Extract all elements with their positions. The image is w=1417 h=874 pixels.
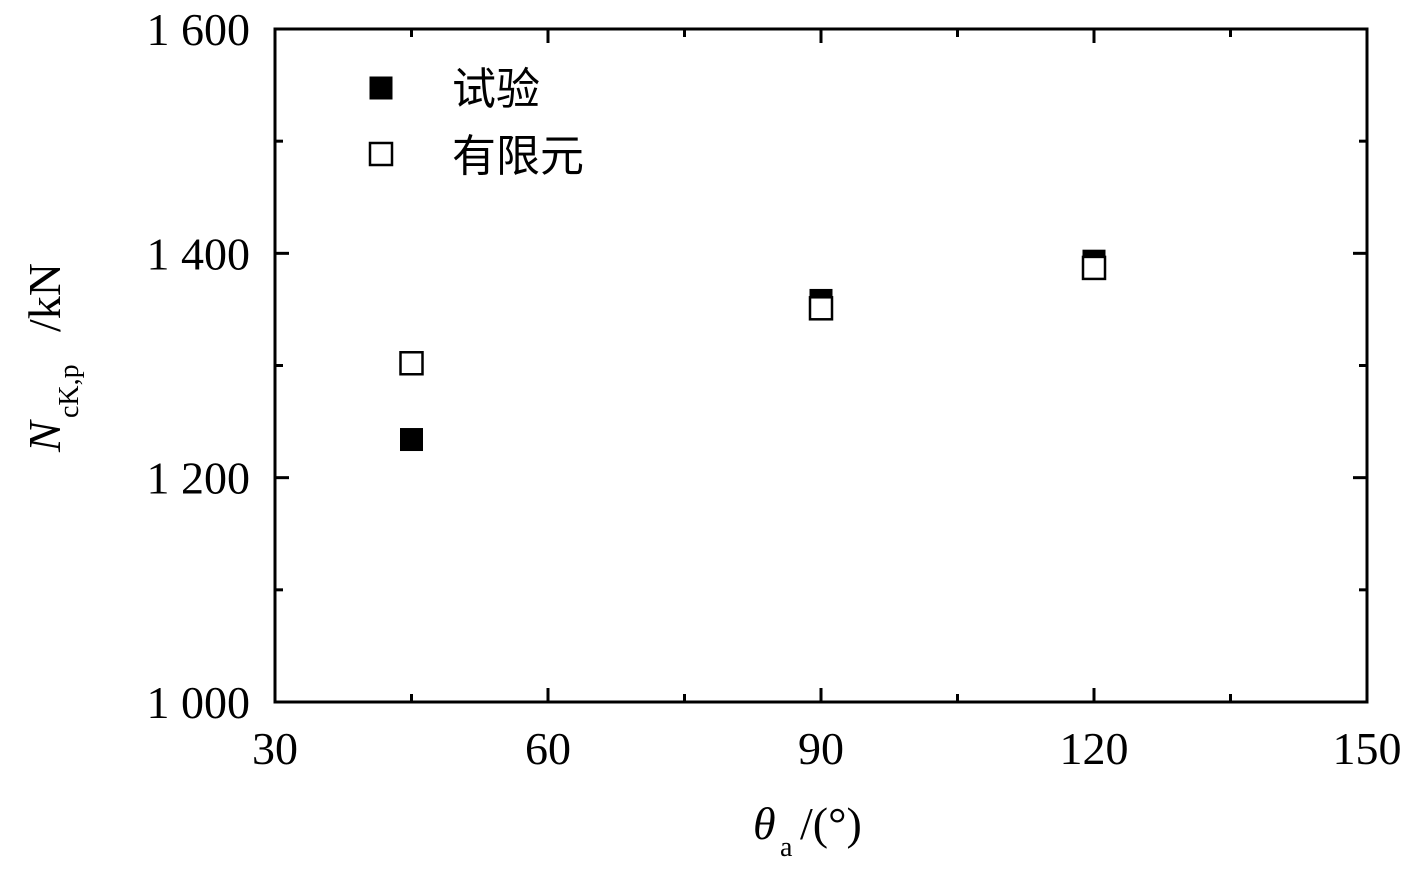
data-point-test <box>400 428 423 452</box>
x-axis-label: θ a /(°) <box>753 798 862 863</box>
x-axis-symbol: θ <box>753 798 776 849</box>
y-tick-label: 1 600 <box>147 4 251 55</box>
x-axis-unit: /(°) <box>800 798 862 849</box>
x-axis-subscript: a <box>780 832 793 863</box>
x-tick-label: 150 <box>1333 723 1402 774</box>
data-point-fem <box>808 296 834 321</box>
data-point-fem <box>1081 255 1107 281</box>
legend-label-test: 试验 <box>452 65 540 114</box>
y-axis-subscript: cK,p <box>54 364 85 418</box>
y-tick-label: 1 400 <box>147 228 251 279</box>
x-tick-label: 120 <box>1060 723 1129 774</box>
plot-frame <box>273 27 1369 704</box>
data-points <box>399 249 1107 452</box>
y-axis-unit: /kN <box>19 263 70 332</box>
x-tick-label: 30 <box>252 723 298 774</box>
x-axis-ticks: 30 60 90 120 150 <box>252 29 1402 774</box>
x-tick-label: 90 <box>798 723 844 774</box>
data-point-fem <box>399 351 424 376</box>
y-axis-ticks: 1 000 1 200 1 400 1 600 <box>147 4 1367 728</box>
y-tick-label: 1 000 <box>147 677 251 728</box>
y-tick-label: 1 200 <box>147 453 251 504</box>
y-axis-symbol: N <box>19 419 70 453</box>
x-tick-label: 60 <box>525 723 571 774</box>
y-axis-label: N cK,p /kN <box>19 263 85 453</box>
legend: 试验 有限元 <box>368 65 584 181</box>
legend-marker-open-square <box>368 141 394 167</box>
legend-marker-filled-square <box>369 76 393 100</box>
legend-label-fem: 有限元 <box>452 132 584 181</box>
